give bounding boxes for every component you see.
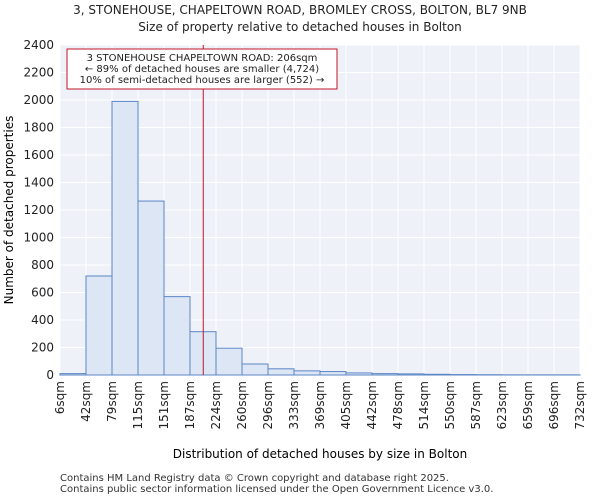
- x-tick-42sqm: 42sqm: [79, 381, 93, 422]
- y-axis-ticks: 0 200 400 600 800 1000 1200 1400 1600 1800 2000 220…: [23, 38, 54, 382]
- x-tick-405sqm: 405sqm: [339, 381, 353, 429]
- bar-333sqm: [293, 370, 321, 376]
- bar-405sqm: [345, 372, 373, 376]
- bar-42sqm: [85, 275, 113, 376]
- x-axis-label: Distribution of detached houses by size …: [173, 447, 467, 461]
- bar-151sqm: [163, 296, 191, 376]
- bar-79sqm: [111, 100, 139, 376]
- chart-title-address: 3, STONEHOUSE, CHAPELTOWN ROAD, BROMLEY …: [73, 3, 527, 17]
- y-tick-1600: 1600: [23, 148, 54, 162]
- x-tick-514sqm: 514sqm: [417, 381, 431, 429]
- bar-260sqm: [241, 363, 269, 376]
- y-tick-800: 800: [31, 258, 54, 272]
- y-tick-1200: 1200: [23, 203, 54, 217]
- y-tick-0: 0: [46, 368, 54, 382]
- y-tick-400: 400: [31, 313, 54, 327]
- y-tick-1800: 1800: [23, 121, 54, 135]
- annotation-box: 3 STONEHOUSE CHAPELTOWN ROAD: 206sqm ← 8…: [66, 48, 338, 90]
- x-tick-696sqm: 696sqm: [547, 381, 561, 429]
- x-tick-369sqm: 369sqm: [313, 381, 327, 429]
- x-tick-151sqm: 151sqm: [157, 381, 171, 429]
- bar-296sqm: [267, 368, 295, 376]
- x-tick-224sqm: 224sqm: [209, 381, 223, 429]
- bar-442sqm: [371, 373, 399, 376]
- y-tick-1400: 1400: [23, 176, 54, 190]
- x-tick-587sqm: 587sqm: [469, 381, 483, 429]
- y-tick-2000: 2000: [23, 93, 54, 107]
- y-tick-2200: 2200: [23, 66, 54, 80]
- x-tick-478sqm: 478sqm: [391, 381, 405, 429]
- x-tick-296sqm: 296sqm: [261, 381, 275, 429]
- y-axis-label: Number of detached properties: [2, 116, 16, 305]
- y-tick-1000: 1000: [23, 231, 54, 245]
- annotation-line-3: 10% of semi-detached houses are larger (…: [80, 75, 325, 86]
- y-tick-2400: 2400: [23, 38, 54, 52]
- x-tick-260sqm: 260sqm: [235, 381, 249, 429]
- y-tick-600: 600: [31, 286, 54, 300]
- x-tick-115sqm: 115sqm: [131, 381, 145, 429]
- bar-478sqm: [397, 373, 425, 376]
- x-tick-732sqm: 732sqm: [573, 381, 587, 429]
- x-tick-550sqm: 550sqm: [443, 381, 457, 429]
- chart-title: Size of property relative to detached ho…: [138, 20, 462, 34]
- footer-licence: Contains public sector information licen…: [60, 484, 494, 495]
- x-tick-623sqm: 623sqm: [495, 381, 509, 429]
- annotation-line-1: 3 STONEHOUSE CHAPELTOWN ROAD: 206sqm: [87, 53, 318, 64]
- x-tick-79sqm: 79sqm: [105, 381, 119, 422]
- x-tick-442sqm: 442sqm: [365, 381, 379, 429]
- x-tick-6sqm: 6sqm: [53, 381, 67, 414]
- bar-115sqm: [137, 200, 165, 376]
- y-tick-200: 200: [31, 341, 54, 355]
- bar-224sqm: [215, 347, 243, 376]
- bar-6sqm: [59, 373, 87, 376]
- footer-copyright: Contains HM Land Registry data © Crown c…: [60, 473, 449, 484]
- bars: [59, 100, 581, 376]
- bar-369sqm: [319, 371, 347, 376]
- x-axis-ticks: 6sqm 42sqm 79sqm 115sqm 151sqm 187sqm 224sqm 26…: [53, 381, 587, 429]
- x-tick-659sqm: 659sqm: [521, 381, 535, 429]
- annotation-line-2: ← 89% of detached houses are smaller (4,…: [85, 64, 319, 75]
- bar-514sqm: [423, 373, 451, 376]
- x-tick-187sqm: 187sqm: [183, 381, 197, 429]
- x-tick-333sqm: 333sqm: [287, 381, 301, 429]
